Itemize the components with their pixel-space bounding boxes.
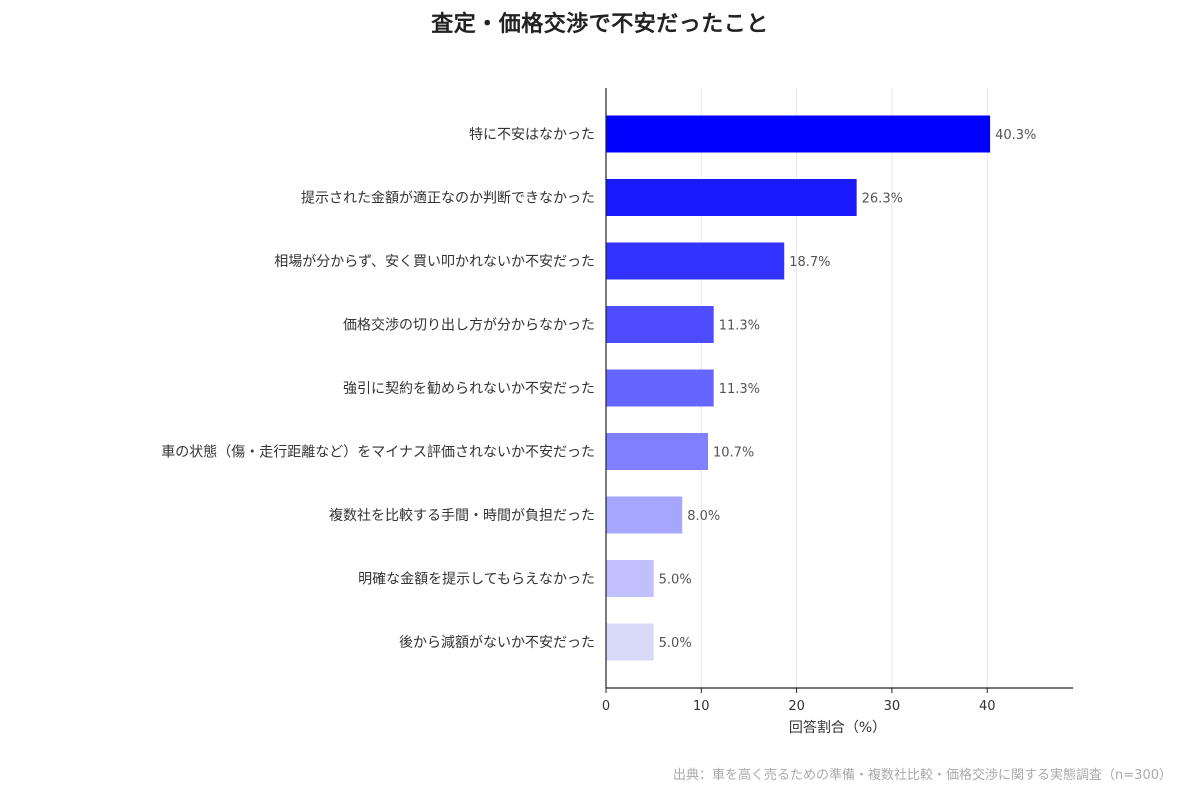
value-label: 18.7% bbox=[789, 255, 830, 270]
value-label: 11.3% bbox=[719, 319, 760, 334]
value-label: 8.0% bbox=[687, 509, 720, 524]
bar bbox=[606, 560, 654, 597]
x-tick-label: 30 bbox=[884, 699, 901, 714]
category-label: 強引に契約を勧められないか不安だった bbox=[343, 380, 595, 397]
bar bbox=[606, 242, 785, 280]
value-label: 10.7% bbox=[713, 446, 754, 461]
x-tick-label: 40 bbox=[979, 699, 996, 714]
bar bbox=[606, 496, 683, 534]
chart-title: 査定・価格交渉で不安だったこと bbox=[431, 12, 769, 37]
x-axis-title: 回答割合（%） bbox=[789, 719, 886, 736]
category-label: 複数社を比較する手間・時間が負担だった bbox=[329, 507, 595, 524]
bar bbox=[606, 306, 714, 343]
bar bbox=[606, 369, 714, 407]
value-label: 40.3% bbox=[995, 128, 1036, 143]
value-label: 5.0% bbox=[659, 573, 692, 588]
axes: 0 10 20 30 40 回答割合（%） bbox=[602, 88, 1073, 736]
value-labels: 40.3% 26.3% 18.7% 11.3% 11.3% 10.7% 8.0% 5.0% 5.… bbox=[659, 128, 1037, 651]
value-label: 5.0% bbox=[659, 636, 692, 651]
category-label: 価格交渉の切り出し方が分からなかった bbox=[343, 317, 595, 334]
x-tick-label: 20 bbox=[788, 699, 805, 714]
x-tick-label: 10 bbox=[693, 699, 710, 714]
x-tick-label: 0 bbox=[602, 699, 610, 714]
bar bbox=[606, 179, 857, 216]
category-label: 明確な金額を提示してもらえなかった bbox=[358, 572, 595, 588]
bar bbox=[606, 433, 708, 470]
bars bbox=[606, 115, 991, 661]
category-label: 特に不安はなかった bbox=[469, 127, 595, 143]
category-label: 相場が分からず、安く買い叩かれないか不安だった bbox=[274, 254, 595, 270]
category-labels: 特に不安はなかった提示された金額が適正なのか判断できなかった相場が分からず、安く… bbox=[161, 127, 595, 651]
category-label: 車の状態（傷・走行距離など）をマイナス評価されないか不安だった bbox=[161, 444, 595, 461]
category-label: 後から減額がないか不安だった bbox=[399, 634, 595, 651]
category-label: 提示された金額が適正なのか判断できなかった bbox=[301, 190, 595, 207]
source-note: 出典：車を高く売るための準備・複数社比較・価格交渉に関する実態調査（n=300） bbox=[673, 768, 1172, 783]
value-label: 26.3% bbox=[862, 192, 903, 207]
bar bbox=[606, 623, 654, 661]
bar bbox=[606, 115, 991, 153]
value-label: 11.3% bbox=[719, 382, 760, 397]
